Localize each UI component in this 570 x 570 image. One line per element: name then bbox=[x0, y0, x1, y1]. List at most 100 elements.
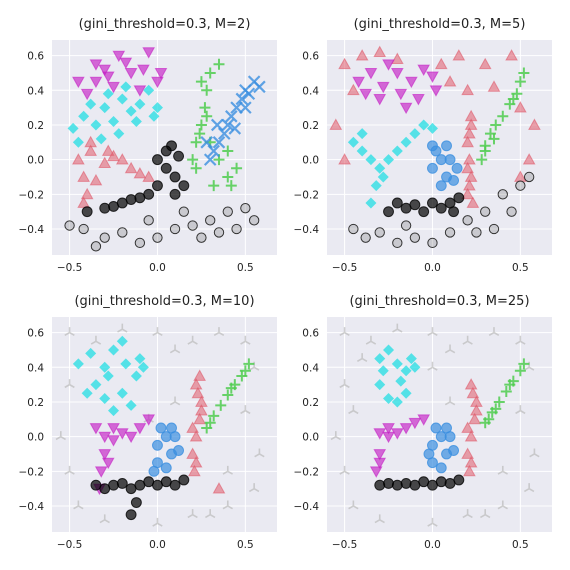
data-point bbox=[391, 197, 403, 209]
y-tick-label: 0.0 bbox=[27, 155, 44, 167]
data-point bbox=[173, 445, 185, 456]
data-point bbox=[64, 465, 75, 475]
data-point bbox=[330, 431, 341, 441]
data-point bbox=[189, 430, 203, 442]
data-point bbox=[500, 386, 512, 398]
data-point bbox=[169, 188, 181, 200]
data-point bbox=[204, 417, 216, 429]
data-point bbox=[523, 483, 535, 493]
data-point bbox=[77, 170, 90, 182]
data-point bbox=[392, 323, 403, 333]
data-point bbox=[152, 517, 163, 527]
data-point bbox=[169, 344, 181, 354]
data-point bbox=[85, 347, 97, 359]
y-tick-label: 0.6 bbox=[27, 328, 44, 340]
data-point bbox=[400, 478, 412, 489]
data-point bbox=[463, 153, 476, 165]
data-point bbox=[130, 497, 142, 508]
data-point bbox=[392, 237, 403, 249]
data-point bbox=[339, 465, 350, 475]
data-point bbox=[99, 514, 110, 524]
data-point bbox=[383, 344, 395, 356]
data-point bbox=[400, 365, 412, 377]
data-point bbox=[160, 162, 172, 174]
data-point bbox=[173, 150, 185, 162]
data-point bbox=[382, 59, 395, 71]
data-point bbox=[365, 197, 377, 209]
data-point bbox=[115, 153, 129, 165]
data-point bbox=[130, 370, 142, 382]
data-point bbox=[461, 83, 474, 96]
y-tick-label: −0.2 bbox=[19, 189, 45, 201]
data-point bbox=[134, 353, 146, 365]
data-point bbox=[383, 392, 395, 404]
data-point bbox=[373, 449, 387, 461]
data-point bbox=[488, 223, 500, 235]
y-tick-label: −0.4 bbox=[294, 501, 320, 513]
data-point bbox=[125, 399, 137, 411]
data-point bbox=[99, 102, 111, 114]
data-point bbox=[222, 389, 234, 401]
data-point bbox=[497, 500, 508, 510]
data-point bbox=[497, 465, 508, 475]
data-point bbox=[207, 144, 220, 158]
data-point bbox=[143, 84, 155, 96]
data-point bbox=[225, 180, 237, 192]
data-point bbox=[426, 71, 439, 83]
y-tick-label: 0.2 bbox=[27, 397, 44, 409]
subplot-m25: (gini_threshold=0.3, M=25) −0.5 0.0 0.5 −0.… bbox=[294, 294, 552, 551]
subplot-m2: (gini_threshold=0.3, M=2) −0.5 0.0 0.5 −0.4… bbox=[19, 17, 277, 274]
data-point bbox=[225, 110, 238, 123]
data-point bbox=[444, 396, 456, 406]
data-point bbox=[178, 474, 190, 486]
data-point bbox=[160, 145, 172, 157]
data-point bbox=[528, 118, 541, 130]
data-point bbox=[487, 80, 501, 92]
data-point bbox=[213, 58, 225, 70]
data-point bbox=[117, 323, 128, 333]
data-point bbox=[125, 509, 137, 521]
data-point bbox=[480, 206, 491, 217]
data-point bbox=[125, 105, 137, 117]
data-point bbox=[222, 171, 234, 183]
data-point bbox=[169, 223, 181, 235]
data-point bbox=[365, 154, 377, 166]
data-point bbox=[169, 479, 181, 491]
data-point bbox=[64, 327, 75, 337]
data-point bbox=[81, 387, 93, 399]
data-point bbox=[434, 57, 448, 70]
data-point bbox=[352, 76, 365, 89]
y-tick-label: −0.2 bbox=[294, 189, 320, 201]
data-point bbox=[390, 428, 404, 440]
data-point bbox=[152, 327, 163, 337]
data-point bbox=[248, 215, 260, 226]
data-point bbox=[189, 378, 203, 390]
data-point bbox=[373, 457, 387, 470]
y-tick-label: −0.2 bbox=[294, 466, 320, 478]
data-point bbox=[390, 68, 404, 80]
x-tick-label: 0.0 bbox=[424, 262, 441, 274]
subplot-title: (gini_threshold=0.3, M=25) bbox=[349, 294, 529, 309]
data-point bbox=[452, 49, 466, 61]
data-point bbox=[453, 474, 465, 486]
data-point bbox=[464, 170, 478, 182]
data-point bbox=[514, 365, 526, 377]
data-point bbox=[193, 412, 207, 425]
data-point bbox=[497, 110, 509, 122]
data-point bbox=[99, 361, 111, 373]
data-point bbox=[435, 476, 447, 488]
data-point bbox=[338, 153, 351, 165]
x-tick-label: 0.5 bbox=[512, 539, 529, 551]
data-point bbox=[466, 196, 480, 208]
data-point bbox=[108, 405, 120, 417]
y-tick-label: −0.2 bbox=[19, 466, 45, 478]
data-point bbox=[444, 344, 456, 354]
x-tick-label: 0.5 bbox=[512, 262, 529, 274]
data-point bbox=[81, 206, 93, 218]
y-tick-label: −0.4 bbox=[19, 501, 45, 513]
data-point bbox=[108, 201, 119, 212]
data-point bbox=[423, 448, 435, 460]
points-layer bbox=[329, 45, 541, 249]
data-point bbox=[101, 457, 115, 470]
data-point bbox=[228, 122, 242, 135]
